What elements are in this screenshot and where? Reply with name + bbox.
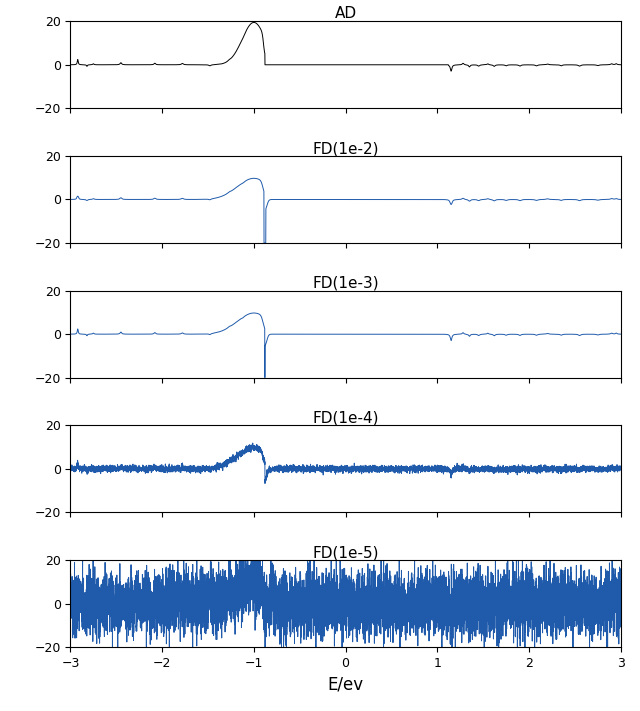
Title: FD(1e-3): FD(1e-3)	[312, 276, 379, 291]
Title: AD: AD	[335, 6, 356, 21]
X-axis label: E/ev: E/ev	[328, 675, 364, 693]
Title: FD(1e-4): FD(1e-4)	[312, 410, 379, 425]
Title: FD(1e-2): FD(1e-2)	[312, 141, 379, 156]
Title: FD(1e-5): FD(1e-5)	[312, 545, 379, 560]
